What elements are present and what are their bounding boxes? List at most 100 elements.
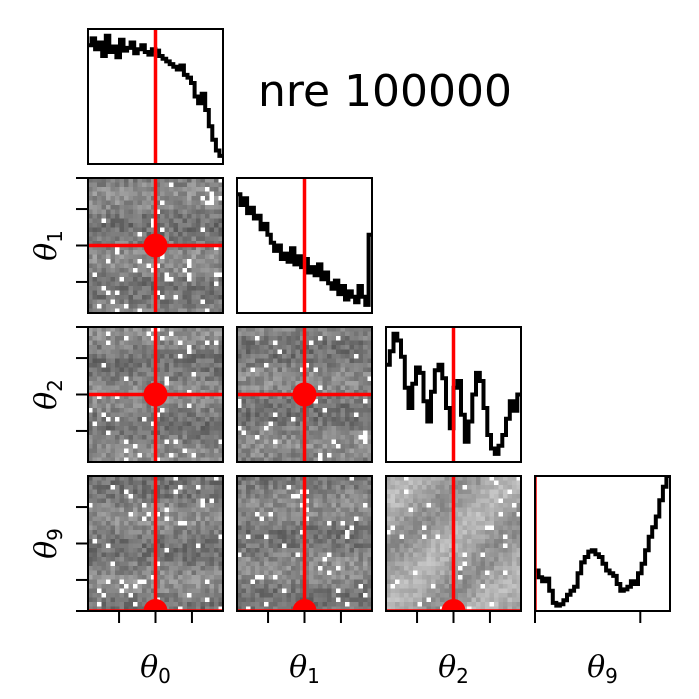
- density-cell: [363, 485, 368, 490]
- density-cell: [146, 196, 152, 201]
- density-cell: [453, 498, 459, 504]
- density-cell: [277, 570, 283, 576]
- density-cell: [349, 439, 355, 445]
- density-cell: [322, 525, 328, 531]
- density-cell: [390, 539, 396, 544]
- density-cell: [200, 223, 206, 228]
- density-cell: [137, 385, 143, 391]
- density-cell: [453, 494, 459, 499]
- density-cell: [462, 534, 468, 540]
- density-cell: [92, 236, 98, 242]
- density-cell: [462, 507, 468, 513]
- density-cell: [295, 349, 301, 355]
- density-cell: [264, 476, 269, 481]
- density-cell: [322, 584, 328, 589]
- density-cell: [340, 412, 346, 418]
- density-cell: [453, 507, 459, 513]
- density-cell: [214, 308, 219, 313]
- density-cell: [106, 218, 111, 224]
- density-cell: [142, 236, 147, 242]
- density-cell: [304, 421, 310, 427]
- density-cell: [250, 385, 256, 391]
- density-cell: [124, 187, 129, 192]
- density-cell: [214, 227, 219, 233]
- density-cell: [128, 254, 134, 260]
- density-cell: [336, 525, 341, 531]
- density-cell: [142, 372, 147, 377]
- density-cell: [88, 196, 93, 201]
- density-cell: [106, 200, 111, 206]
- density-cell: [92, 191, 98, 197]
- density-cell: [119, 214, 125, 219]
- density-cell: [110, 245, 116, 251]
- density-cell: [237, 584, 242, 589]
- density-cell: [119, 232, 125, 237]
- density-cell: [196, 584, 201, 589]
- density-cell: [164, 236, 170, 242]
- density-cell: [142, 331, 147, 337]
- density-cell: [214, 340, 219, 346]
- density-cell: [209, 227, 215, 233]
- density-cell: [151, 372, 156, 377]
- density-cell: [255, 516, 260, 522]
- density-cell: [182, 561, 188, 567]
- density-cell: [92, 209, 98, 215]
- density-cell: [160, 331, 165, 337]
- density-cell: [182, 367, 188, 373]
- density-cell: [173, 372, 179, 377]
- density-cell: [160, 561, 165, 567]
- density-cell: [322, 394, 328, 400]
- density-cell: [200, 421, 206, 427]
- density-cell: [164, 340, 170, 346]
- density-cell: [300, 530, 305, 535]
- density-cell: [115, 597, 120, 603]
- density-cell: [128, 394, 134, 400]
- density-cell: [209, 299, 215, 305]
- density-cell: [426, 534, 432, 540]
- density-cell: [101, 336, 107, 341]
- density-cell: [110, 606, 116, 611]
- density-cell: [327, 399, 332, 404]
- density-cell: [97, 412, 102, 418]
- density-cell: [200, 272, 206, 278]
- density-cell: [480, 489, 486, 495]
- density-cell: [191, 209, 197, 215]
- density-cell: [119, 196, 125, 201]
- density-cell: [155, 299, 161, 305]
- density-cell: [137, 304, 143, 309]
- density-cell: [146, 191, 152, 197]
- density-cell: [322, 372, 328, 377]
- density-cell: [106, 530, 111, 535]
- density-cell: [164, 214, 170, 219]
- density-cell: [354, 494, 359, 499]
- density-cell: [516, 485, 521, 490]
- density-cell: [97, 448, 102, 454]
- density-cell: [92, 485, 98, 490]
- density-cell: [92, 390, 98, 395]
- density-cell: [255, 579, 260, 585]
- density-cell: [137, 390, 143, 395]
- density-cell: [340, 534, 346, 540]
- density-cell: [200, 521, 206, 526]
- density-cell: [322, 561, 328, 567]
- density-cell: [173, 575, 179, 580]
- density-cell: [255, 597, 260, 603]
- density-cell: [97, 263, 102, 269]
- density-cell: [340, 593, 346, 598]
- density-cell: [209, 593, 215, 598]
- density-cell: [124, 336, 129, 341]
- density-cell: [318, 543, 323, 549]
- density-cell: [146, 439, 152, 445]
- density-cell: [313, 534, 319, 540]
- density-cell: [349, 435, 355, 440]
- density-cell: [209, 579, 215, 585]
- density-cell: [169, 358, 174, 364]
- density-cell: [191, 295, 197, 300]
- density-cell: [173, 367, 179, 373]
- density-cell: [164, 403, 170, 409]
- density-cell: [358, 557, 364, 562]
- density-cell: [173, 557, 179, 562]
- density-cell: [115, 485, 120, 490]
- density-cell: [205, 286, 210, 291]
- density-cell: [209, 268, 215, 273]
